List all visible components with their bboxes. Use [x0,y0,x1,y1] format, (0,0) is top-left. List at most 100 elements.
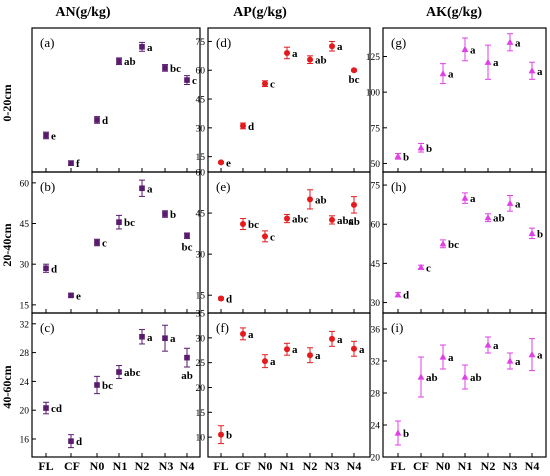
data-point-n4: bc [182,232,193,253]
significance-letter: a [448,69,454,81]
significance-letter: a [170,333,176,345]
data-point-fl: b [394,151,409,163]
circle-marker [284,215,290,222]
data-point-n3: a [329,330,343,347]
x-tick-label-n2: N2 [303,459,318,473]
triangle-marker [439,353,447,360]
data-point-cf: f [68,158,80,170]
significance-letter: a [448,352,454,364]
square-marker [139,333,145,340]
triangle-marker [394,291,402,298]
square-marker [116,219,122,225]
triangle-marker [461,373,469,380]
square-marker [162,211,168,217]
x-tick-label-n0: N0 [436,459,451,473]
circle-marker [218,431,224,438]
data-point-cf: bc [240,218,259,231]
significance-letter: a [147,183,153,195]
data-point-n4: ab [181,347,193,382]
data-point-cf: a [240,327,254,341]
square-marker [139,44,145,50]
panel-frame [207,171,371,314]
panel-label: (f) [216,320,229,335]
y-tick-label: 30 [371,299,381,309]
x-tick-label-n0: N0 [258,459,273,473]
significance-letter: a [315,350,321,362]
y-tick-label: 30 [196,334,206,344]
significance-letter: bc [170,63,181,75]
triangle-marker [461,45,469,52]
column-titles: AN(g/kg) AP(g/kg) AK(g/kg) [55,5,482,20]
y-tick-label: 20 [20,407,30,417]
triangle-marker [528,351,536,358]
data-point-n3: a [329,40,343,53]
data-point-n4: a [351,340,365,357]
data-point-n0: bc [439,239,459,251]
significance-letter: d [226,293,232,305]
triangle-marker [417,144,425,151]
significance-letter: b [403,428,409,440]
data-point-n4: c [184,75,197,87]
triangle-marker [484,58,492,65]
y-tick-label: 24 [20,378,30,388]
data-point-n3: a [162,324,176,352]
data-point-n1: a [461,37,476,62]
data-point-n2: a [484,336,499,354]
circle-marker [307,352,313,359]
significance-letter: a [337,334,343,346]
triangle-marker [461,194,469,201]
significance-letter: ab [124,56,136,68]
panel-g: 50 75 100 125 (g) b b a a a a a [366,27,547,173]
square-marker [184,354,190,361]
column-title-ap: AP(g/kg) [233,5,287,20]
row-titles: 0-20cm 20-40cm 40-60cm [0,84,14,408]
x-tick-label-n2: N2 [481,459,496,473]
panel-label: (g) [391,35,406,50]
y-tick-label: 10 [196,434,206,444]
panel-a: (a) e f d aba bcc [31,27,201,173]
data-point-n1: a [284,342,298,356]
data-point-fl: e [43,130,56,142]
data-point-n1: ab [461,364,482,390]
data-point-n0: d [94,115,108,127]
significance-letter: a [248,329,254,341]
significance-letter: a [493,57,499,69]
significance-letter: a [292,48,298,60]
data-point-fl: b [394,420,409,446]
data-point-n1: bc [116,214,135,230]
significance-letter: a [359,344,365,356]
square-marker [43,405,49,411]
data-point-n4: b [528,227,543,240]
triangle-marker [506,199,514,206]
significance-letter: bc [448,239,459,251]
square-marker [116,58,122,65]
significance-letter: c [270,79,275,91]
x-tick-label-cf: CF [64,459,80,473]
panel-frame [31,27,201,173]
triangle-marker [417,263,425,270]
y-tick-label: 24 [371,422,381,432]
x-tick-label-n4: N4 [525,459,540,473]
data-point-n2: a [484,44,499,80]
data-point-cf: b [417,143,432,155]
data-point-n2: a [307,347,321,364]
square-marker [139,185,145,192]
data-point-n1: a [284,46,298,60]
column-title-an: AN(g/kg) [55,5,111,20]
y-tick-label: 45 [196,210,206,220]
significance-letter: a [270,356,276,368]
x-tick-label-n4: N4 [180,459,195,473]
y-tick-label: 60 [20,179,30,189]
triangle-marker [439,240,447,247]
data-point-cf: d [68,434,82,448]
panel-label: (h) [391,179,406,194]
y-tick-label: 28 [371,390,381,400]
x-tick-label-fl: FL [390,459,405,473]
data-point-n2: a [139,329,153,345]
panel-label: (d) [216,35,231,50]
data-point-n0: bc [94,375,113,395]
data-point-n0: a [262,354,276,368]
